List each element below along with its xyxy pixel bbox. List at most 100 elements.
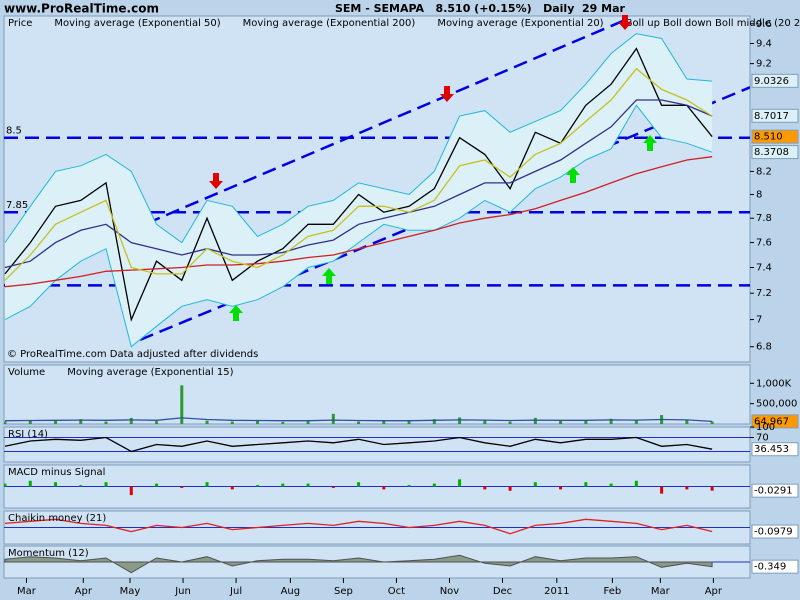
bar [634,420,638,424]
bar [533,417,537,424]
legend-entry: Moving average (Exponential 20) [437,18,603,29]
value-box-label: 8.7017 [754,111,789,122]
legend-entry: Moving average (Exponential 200) [243,18,416,29]
x-tick-label: Mar [651,586,671,597]
bar [584,419,588,424]
bar [609,483,613,487]
x-tick-label: Jul [229,586,242,597]
panel-plot [4,436,750,453]
bar [54,420,58,424]
bar [584,482,588,487]
value-box [751,414,799,429]
bar [28,420,32,424]
bar [559,420,563,424]
bar [634,480,638,487]
x-tick-label: Dec [493,586,512,597]
value-box [751,145,799,160]
legend-entry: Chaikin money (21) [8,513,106,524]
bar [129,486,133,496]
bar [559,486,563,490]
bar [508,421,512,424]
x-tick-label: Sep [334,586,353,597]
band-lower [4,104,713,348]
series-line [4,518,713,535]
value-box [751,483,799,498]
legend-entry: Momentum (12) [8,548,89,559]
bar [281,483,285,487]
bar [407,485,411,487]
bar [458,479,462,487]
bar [230,486,234,490]
value-box-label: 8.510 [754,132,783,143]
sell-arrow [209,173,223,189]
signals: © ProRealTime.com Data adjusted after di… [7,15,657,360]
sell-arrow [618,15,632,30]
bar [609,418,613,424]
series-line [4,417,713,423]
series-area [4,554,713,574]
bar [306,483,310,487]
legend-entry: Price [8,18,32,29]
series-line [4,156,713,288]
buy-arrow [229,305,243,321]
bar [432,419,436,424]
legend-entry: Volume [8,367,45,378]
panel-plot [4,554,750,574]
bar [331,413,335,424]
legend-entry: RSI (14) [8,429,48,440]
y-tick-label: 9.4 [756,38,772,49]
bar [407,421,411,424]
bar [54,482,58,487]
y-tick-label: 1,000K [756,378,792,389]
series-line [4,99,713,269]
bar [129,417,133,424]
y-tick-label: 9.6 [756,19,772,30]
bar [256,420,260,424]
level-label: 8.5 [6,126,22,137]
bar [256,485,260,487]
bar [357,482,361,487]
x-tick-label: Feb [604,586,622,597]
value-box-label: -0.0979 [754,527,793,538]
level-label: 7.85 [6,200,28,211]
footnote: © ProRealTime.com Data adjusted after di… [7,349,258,360]
bar [710,421,714,424]
value-box-label: 9.0326 [754,76,789,87]
rsi-panel [3,426,751,463]
volume-panel [3,364,751,425]
x-tick-label: Mar [17,586,37,597]
x-tick-label: Jun [174,586,191,597]
value-box [751,73,799,88]
bar [357,421,361,424]
value-box [751,524,799,539]
panel-plot [4,16,750,348]
band-fill [5,33,713,347]
series-line [4,436,713,453]
value-box-label: 64,967 [754,416,789,427]
y-tick-label: 6.8 [756,342,772,353]
bar [331,486,335,488]
band-upper [4,33,713,244]
bar [306,421,310,424]
x-tick-label: Aug [281,586,301,597]
bar [483,486,487,490]
x-tick-label: Oct [388,586,405,597]
bar [533,482,537,487]
bar [660,486,664,494]
bar [155,483,159,487]
value-box-label: 8.3708 [754,147,789,158]
site-title: www.ProRealTime.com [4,2,159,16]
bar [685,486,689,490]
y-tick-label: 7.8 [756,213,772,224]
series-line [4,47,713,322]
x-tick-label: Apr [75,586,93,597]
trend-line [126,16,631,233]
buy-arrow [643,135,657,151]
bar [4,483,7,487]
value-box [751,129,799,144]
x-tick-label: May [120,586,141,597]
y-tick-label: 70 [756,433,769,444]
x-tick-label: Apr [705,586,723,597]
x-tick-label: Nov [440,586,460,597]
